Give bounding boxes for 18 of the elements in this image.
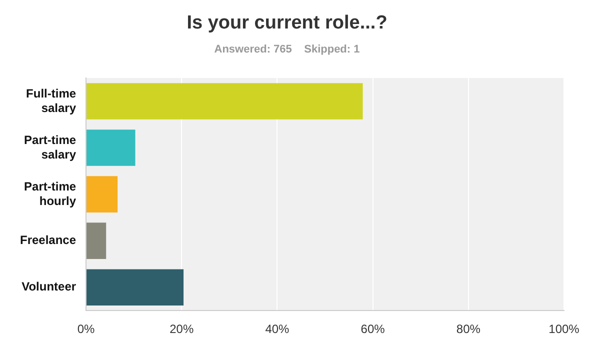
bar [86, 269, 184, 306]
y-tick-label: Full-time salary [26, 86, 76, 115]
y-tick-label: Part-time hourly [24, 179, 76, 208]
x-tick-label: 80% [456, 322, 481, 336]
bar [86, 130, 136, 166]
chart-title: Is your current role...? [186, 12, 388, 34]
y-tick-label: Part-time salary [24, 132, 76, 162]
x-tick-label: 60% [360, 322, 386, 336]
x-tick-label: 0% [77, 322, 96, 336]
x-tick-label: 40% [265, 322, 290, 336]
bar [86, 222, 106, 259]
y-tick-label: Volunteer [22, 280, 76, 294]
bar [86, 83, 363, 120]
y-tick-label: Freelance [20, 233, 76, 248]
x-tick-label: 100% [548, 322, 580, 336]
chart-subtitle: Answered: 765 Skipped: 1 [214, 43, 360, 56]
x-tick-label: 20% [170, 322, 194, 336]
bar [86, 176, 118, 212]
